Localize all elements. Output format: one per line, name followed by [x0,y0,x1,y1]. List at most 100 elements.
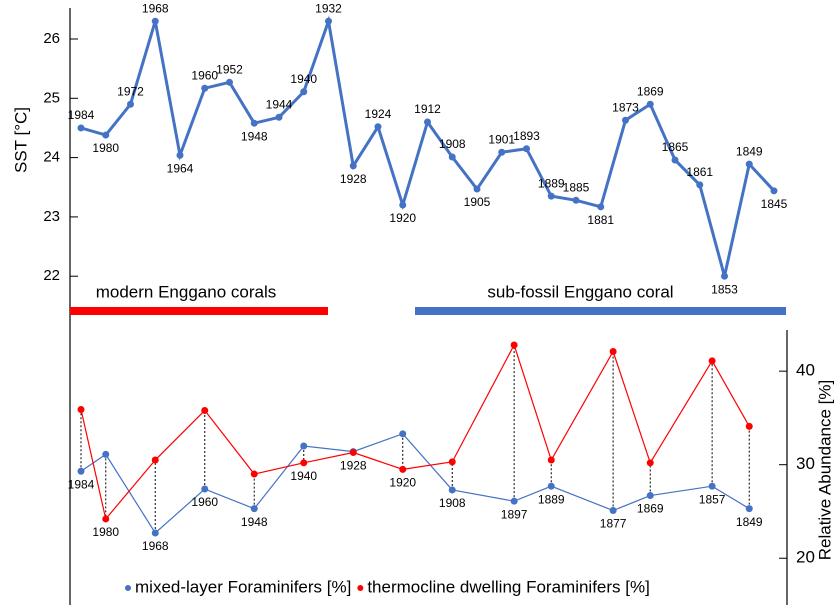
data-label: 1984 [68,108,95,122]
annotation: modern Enggano corals [96,282,277,301]
point [399,465,407,473]
point [201,485,209,493]
y2-tick-label: 20 [796,548,815,567]
y2-tick-label: 30 [796,454,815,473]
point [250,505,258,513]
y-tick-label: 23 [43,208,60,225]
point [547,456,555,464]
data-label: 1980 [92,141,119,155]
data-label: 1948 [241,129,268,143]
point [547,482,555,490]
legend-label: mixed-layer Foraminifers [%] [135,577,351,596]
point [151,17,159,25]
point [448,486,456,494]
data-label: 1901 [488,132,515,146]
legend-label: thermocline dwelling Foraminifers [%] [367,577,650,596]
data-label: 1877 [600,517,627,531]
point [745,422,753,430]
data-label: 1869 [637,84,664,98]
point [399,430,407,438]
point [300,88,308,96]
data-label: 1908 [439,137,466,151]
data-label: 1980 [92,525,119,539]
y-tick-label: 22 [43,267,60,284]
point [374,123,382,131]
point [597,203,605,211]
annotation-bar [70,307,328,315]
data-label: 1869 [637,502,664,516]
data-label: 1960 [191,68,218,82]
point [770,187,778,195]
data-label: 1972 [117,84,144,98]
point [721,272,728,280]
point [300,459,308,467]
point [349,449,357,457]
point [176,151,184,159]
point [547,192,555,200]
data-label: 1908 [439,496,466,510]
point [708,357,716,365]
data-label: 1940 [290,72,317,86]
point [250,119,258,127]
data-label: 1912 [414,102,441,116]
point [696,181,704,189]
point [349,162,357,170]
point [201,406,209,414]
data-label: 1920 [389,211,416,225]
y2-axis-label: Relative Abundance [%] [815,380,834,561]
data-label: 1944 [266,97,293,111]
data-label: 1920 [389,476,416,490]
point [127,100,134,108]
legend-marker [125,585,131,591]
y-tick-label: 26 [43,30,60,47]
point [708,482,716,490]
point [102,515,110,523]
data-label: 1968 [142,539,169,553]
point [77,467,85,475]
data-label: 1889 [538,492,565,506]
point [424,118,431,126]
data-label: 1857 [699,492,726,506]
y2-tick-label: 40 [796,361,815,380]
point [609,348,617,356]
point [473,185,481,193]
point [151,529,159,537]
data-label: 1952 [216,62,243,76]
y-axis-label: SST [°C] [11,107,30,173]
data-label: 1964 [167,161,194,175]
point [646,459,654,467]
point [77,124,85,132]
data-label: 1893 [513,129,540,143]
point [671,156,679,164]
point [510,497,518,505]
point [77,406,85,414]
data-label: 1861 [686,165,713,179]
data-label: 1940 [290,469,317,483]
data-label: 1928 [340,172,367,186]
data-label: 1849 [736,515,763,529]
data-label: 1881 [587,213,614,227]
point [399,201,407,209]
data-label: 1849 [736,144,763,158]
y-tick-label: 25 [43,89,60,106]
data-label: 1948 [241,515,268,529]
point [745,160,753,168]
point [745,505,753,513]
point [646,100,654,108]
point [300,442,308,450]
point [510,341,518,349]
data-label: 1845 [761,197,788,211]
data-label: 1853 [711,282,738,296]
point [498,148,506,156]
y-tick-label: 24 [43,149,60,166]
point [448,458,456,466]
legend-marker [357,585,364,591]
annotation: sub-fossil Enggano coral [487,282,673,301]
data-label: 1885 [563,180,590,194]
data-label: 1865 [662,140,689,154]
data-label: 1928 [340,459,367,473]
data-label: 1889 [538,176,565,190]
data-label: 1897 [501,507,528,521]
data-label: 1960 [191,495,218,509]
point [250,470,258,478]
